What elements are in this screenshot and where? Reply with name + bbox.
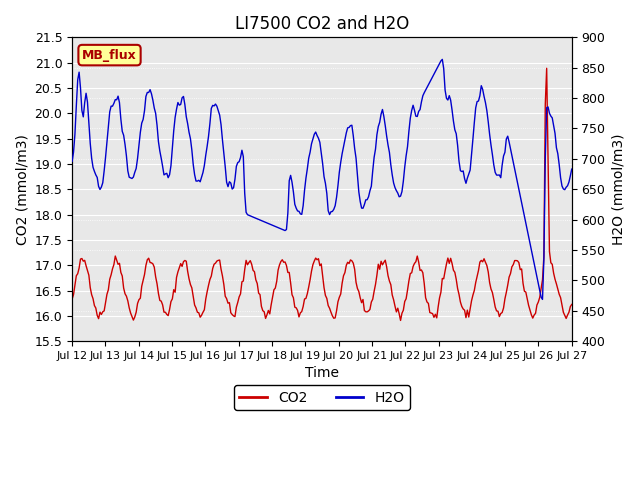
Y-axis label: H2O (mmol/m3): H2O (mmol/m3) (611, 133, 625, 245)
Text: MB_flux: MB_flux (82, 48, 137, 61)
X-axis label: Time: Time (305, 366, 339, 381)
Title: LI7500 CO2 and H2O: LI7500 CO2 and H2O (235, 15, 409, 33)
Legend: CO2, H2O: CO2, H2O (234, 385, 410, 410)
Y-axis label: CO2 (mmol/m3): CO2 (mmol/m3) (15, 134, 29, 245)
